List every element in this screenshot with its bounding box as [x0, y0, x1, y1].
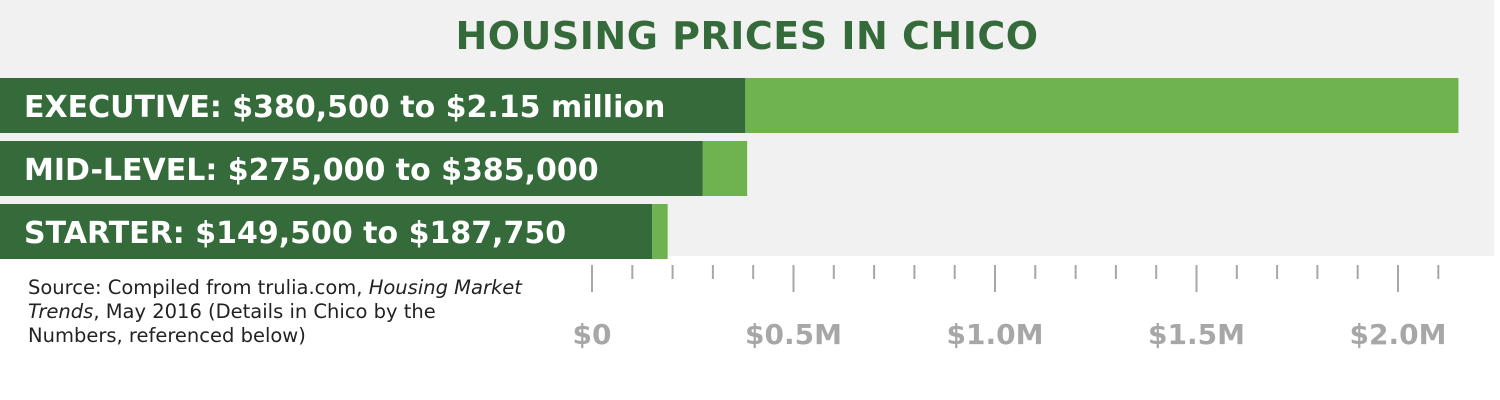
bar-mid-level-range-segment: [702, 141, 748, 196]
source-prefix: Source: Compiled from trulia.com,: [28, 276, 369, 299]
bar-starter-low-segment: [0, 204, 653, 259]
bar-starter-range-segment: [652, 204, 668, 259]
bar-executive-range-segment: [745, 78, 1459, 133]
tick-label: $2.0M: [1350, 318, 1447, 351]
tick-label: $0.5M: [745, 318, 842, 351]
bar-executive-low-segment: [0, 78, 746, 133]
source-suffix: , May 2016 (Details in Chico by the Numb…: [28, 300, 436, 347]
source-note: Source: Compiled from trulia.com, Housin…: [28, 276, 528, 348]
source-publication: Housing Market Trends: [28, 276, 522, 323]
tick-label: $1.5M: [1148, 318, 1245, 351]
tick-label: $1.0M: [947, 318, 1044, 351]
bar-executive-label: EXECUTIVE: $380,500 to $2.15 million: [24, 90, 665, 125]
x-axis-ticks: $0 $0.5M $1.0M $1.5M $2.0M: [573, 265, 1447, 351]
bar-mid-level-label: MID-LEVEL: $275,000 to $385,000: [24, 153, 599, 188]
tick-label: $0: [573, 318, 612, 351]
chart-title: HOUSING PRICES IN CHICO: [455, 14, 1039, 58]
bars-layer: EXECUTIVE: $380,500 to $2.15 million MID-…: [0, 78, 1459, 259]
bar-starter-label: STARTER: $149,500 to $187,750: [24, 216, 566, 251]
bar-mid-level-low-segment: [0, 141, 703, 196]
